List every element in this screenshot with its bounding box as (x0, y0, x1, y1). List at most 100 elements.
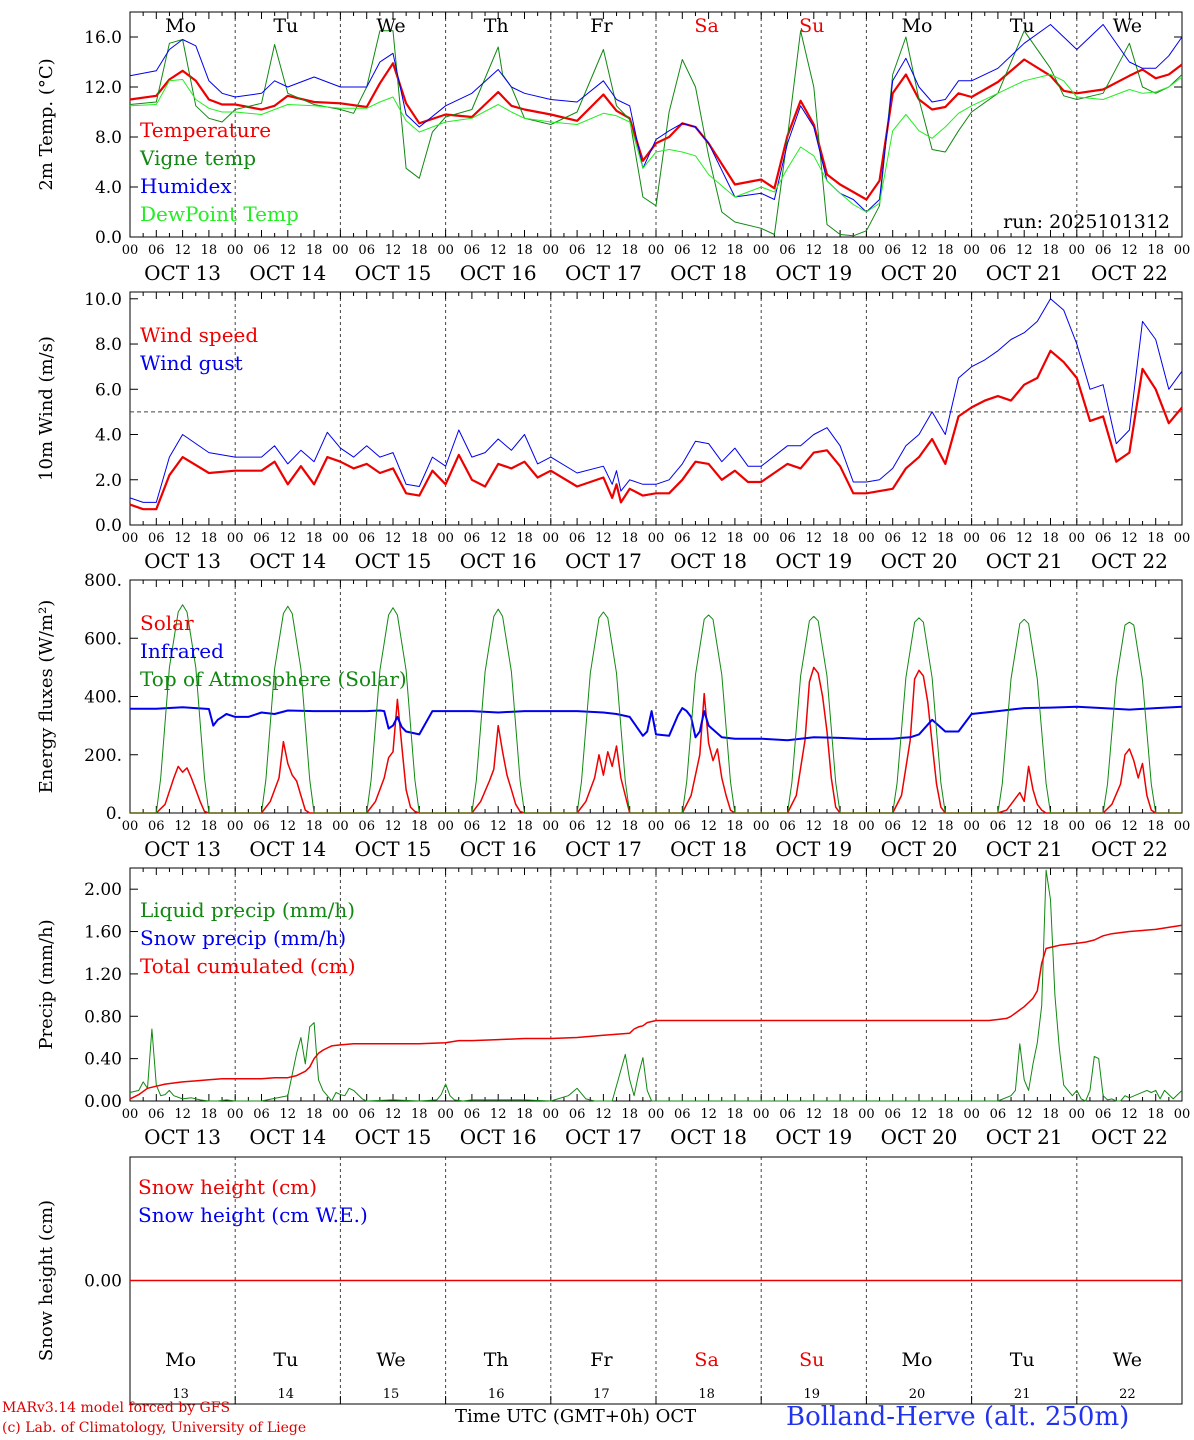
y-tick-label: 16.0 (84, 28, 122, 48)
hour-tick-label: 18 (1042, 1107, 1059, 1122)
day-name-label: Tu (273, 1349, 298, 1371)
date-label: OCT 14 (249, 549, 326, 573)
date-label: OCT 16 (460, 261, 537, 285)
hour-tick-label: 12 (280, 1107, 297, 1122)
day-name-label: Mo (165, 1349, 196, 1371)
panel-temperature (129, 11, 1183, 238)
hour-tick-label: 00 (648, 819, 665, 834)
hour-tick-label: 18 (306, 243, 323, 258)
hour-tick-label: 18 (727, 819, 744, 834)
hour-tick-label: 06 (148, 531, 165, 546)
hour-tick-label: 06 (253, 1107, 270, 1122)
legend-entry: DewPoint Temp (140, 202, 299, 226)
day-number-label: 13 (172, 1387, 189, 1402)
hour-tick-label: 00 (858, 819, 875, 834)
date-label: OCT 18 (670, 837, 747, 861)
hour-tick-label: 18 (306, 1107, 323, 1122)
hour-tick-label: 12 (595, 1107, 612, 1122)
day-number-label: 22 (1119, 1387, 1136, 1402)
legend-entry: Wind speed (140, 323, 258, 347)
date-label: OCT 15 (355, 261, 432, 285)
hour-tick-label: 06 (358, 243, 375, 258)
hour-tick-label: 06 (464, 819, 481, 834)
hour-tick-label: 06 (990, 819, 1007, 834)
hour-tick-label: 00 (1069, 1107, 1086, 1122)
hour-tick-label: 00 (963, 243, 980, 258)
y-tick-label: 10.0 (84, 290, 122, 310)
hour-tick-label: 00 (227, 243, 244, 258)
legend-entry: Top of Atmosphere (Solar) (140, 667, 407, 691)
legend-entry: Liquid precip (mm/h) (140, 898, 355, 922)
hour-tick-label: 12 (700, 243, 717, 258)
hour-tick-label: 18 (621, 531, 638, 546)
day-name-label: Mo (902, 1349, 933, 1371)
day-number-label: 19 (804, 1387, 821, 1402)
date-label: OCT 20 (881, 837, 958, 861)
hour-tick-label: 06 (253, 243, 270, 258)
hour-tick-label: 18 (621, 243, 638, 258)
date-label: OCT 18 (670, 549, 747, 573)
hour-tick-label: 00 (648, 1107, 665, 1122)
time-axis-title: Time UTC (GMT+0h) OCT (455, 1406, 697, 1427)
date-label: OCT 14 (249, 1125, 326, 1149)
date-label: OCT 21 (986, 261, 1063, 285)
day-name-label: Th (484, 1349, 509, 1371)
date-label: OCT 17 (565, 1125, 642, 1149)
y-tick-label: 4.0 (95, 426, 122, 446)
hour-tick-label: 00 (122, 1107, 139, 1122)
hour-tick-label: 06 (990, 531, 1007, 546)
hour-tick-label: 00 (1174, 243, 1191, 258)
hour-tick-label: 18 (1147, 243, 1164, 258)
hour-tick-label: 12 (174, 243, 191, 258)
hour-tick-label: 18 (1042, 531, 1059, 546)
y-tick-label: 400. (84, 688, 122, 708)
hour-tick-label: 00 (858, 1107, 875, 1122)
hour-tick-label: 00 (543, 243, 560, 258)
y-axis-label: 2m Temp. (°C) (36, 58, 57, 190)
legend-entry: Wind gust (140, 351, 243, 375)
hour-tick-label: 06 (148, 819, 165, 834)
hour-tick-label: 00 (648, 531, 665, 546)
day-name-label: Mo (902, 15, 933, 37)
hour-tick-label: 06 (358, 1107, 375, 1122)
date-label: OCT 22 (1091, 261, 1168, 285)
hour-tick-label: 12 (1121, 819, 1138, 834)
date-label: OCT 19 (775, 549, 852, 573)
y-tick-label: 800. (84, 571, 122, 591)
hour-tick-label: 00 (753, 243, 770, 258)
hour-tick-label: 00 (543, 819, 560, 834)
hour-tick-label: 06 (884, 819, 901, 834)
day-name-label: Tu (1010, 15, 1035, 37)
legend-entry: Snow height (cm) (138, 1175, 317, 1199)
series-line-top-of-atmosphere-solar- (130, 604, 1182, 814)
hour-tick-label: 18 (201, 819, 218, 834)
date-label: OCT 21 (986, 549, 1063, 573)
day-name-label: Mo (165, 15, 196, 37)
y-tick-label: 0.40 (84, 1050, 122, 1070)
date-label: OCT 20 (881, 261, 958, 285)
date-label: OCT 22 (1091, 1125, 1168, 1149)
hour-tick-label: 18 (621, 1107, 638, 1122)
hour-tick-label: 06 (464, 1107, 481, 1122)
hour-tick-label: 12 (1121, 1107, 1138, 1122)
hour-tick-label: 18 (621, 819, 638, 834)
series-line-dewpoint-temp (129, 74, 1183, 213)
hour-tick-label: 12 (700, 1107, 717, 1122)
hour-tick-label: 00 (1069, 243, 1086, 258)
date-label: OCT 13 (144, 261, 221, 285)
hour-tick-label: 18 (937, 531, 954, 546)
hour-tick-label: 00 (1174, 1107, 1191, 1122)
hour-tick-label: 06 (674, 1107, 691, 1122)
station-title: Bolland-Herve (alt. 250m) (786, 1402, 1130, 1432)
day-number-label: 18 (698, 1387, 715, 1402)
legend-entry: Temperature (140, 118, 271, 142)
hour-tick-label: 12 (385, 243, 402, 258)
hour-tick-label: 18 (516, 531, 533, 546)
hour-tick-label: 12 (806, 531, 823, 546)
hour-tick-label: 06 (253, 531, 270, 546)
hour-tick-label: 00 (963, 819, 980, 834)
day-number-label: 17 (593, 1387, 610, 1402)
day-name-label: Su (799, 1349, 824, 1371)
hour-tick-label: 12 (806, 1107, 823, 1122)
hour-tick-label: 00 (332, 243, 349, 258)
